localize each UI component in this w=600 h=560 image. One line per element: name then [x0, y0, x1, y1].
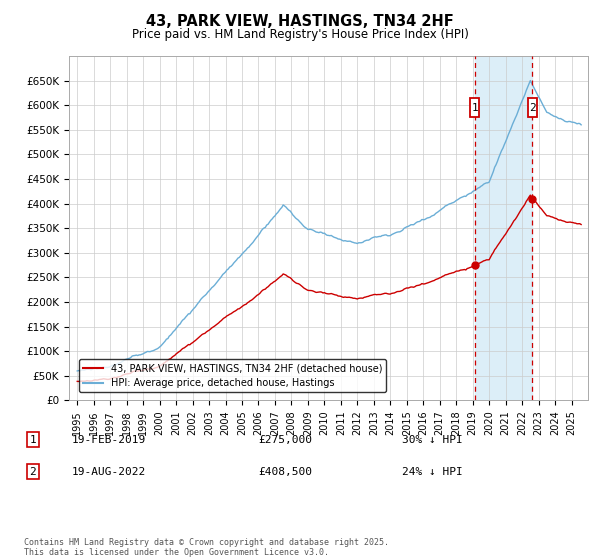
FancyBboxPatch shape [470, 99, 479, 117]
Text: 1: 1 [29, 435, 37, 445]
FancyBboxPatch shape [528, 99, 537, 117]
Text: £408,500: £408,500 [258, 466, 312, 477]
Text: 2: 2 [29, 466, 37, 477]
Text: 19-AUG-2022: 19-AUG-2022 [72, 466, 146, 477]
Text: Contains HM Land Registry data © Crown copyright and database right 2025.
This d: Contains HM Land Registry data © Crown c… [24, 538, 389, 557]
Text: 19-FEB-2019: 19-FEB-2019 [72, 435, 146, 445]
Text: 1: 1 [471, 102, 478, 113]
Text: Price paid vs. HM Land Registry's House Price Index (HPI): Price paid vs. HM Land Registry's House … [131, 28, 469, 41]
Text: £275,000: £275,000 [258, 435, 312, 445]
Text: 2: 2 [529, 102, 536, 113]
Bar [475, 56, 532, 400]
Text: 43, PARK VIEW, HASTINGS, TN34 2HF: 43, PARK VIEW, HASTINGS, TN34 2HF [146, 14, 454, 29]
Text: 24% ↓ HPI: 24% ↓ HPI [402, 466, 463, 477]
Text: 30% ↓ HPI: 30% ↓ HPI [402, 435, 463, 445]
Legend: 43, PARK VIEW, HASTINGS, TN34 2HF (detached house), HPI: Average price, detached: 43, PARK VIEW, HASTINGS, TN34 2HF (detac… [79, 360, 386, 392]
